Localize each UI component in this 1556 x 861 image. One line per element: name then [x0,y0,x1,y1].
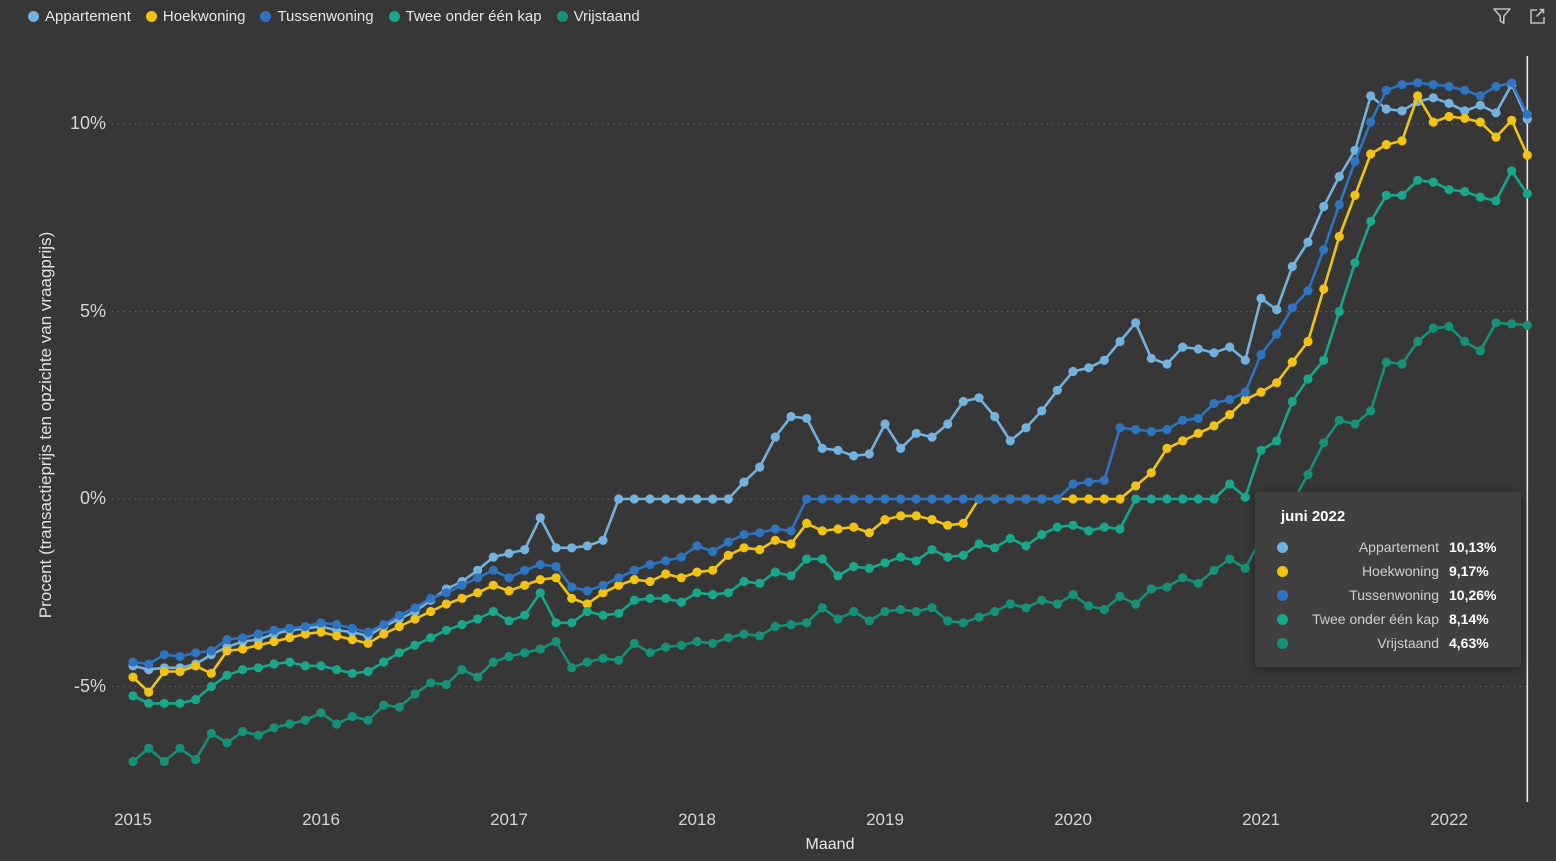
tooltip-series-label: Tussenwoning [1349,587,1439,603]
tooltip-series-value: 4,63% [1449,635,1489,651]
tooltip-rows: Appartement 10,13% Hoekwoning 9,17% Tussenwo… [1269,535,1507,655]
tooltip-series-label: Hoekwoning [1361,563,1439,579]
visual-toolbar [1491,5,1548,27]
tooltip-series-value: 9,17% [1449,563,1489,579]
legend-label: Appartement [45,8,131,25]
tooltip-series-label: Vrijstaand [1377,635,1439,651]
x-tick-label: 2017 [490,810,528,829]
tooltip-series-value: 10,13% [1449,539,1497,555]
y-tick-label: 5% [79,300,106,321]
y-tick-label: -5% [73,675,106,696]
legend-item-tussenwoning[interactable]: Tussenwoning [260,8,374,25]
tooltip-row-tussenwoning: Tussenwoning 10,26% [1269,583,1507,607]
legend-item-hoekwoning[interactable]: Hoekwoning [145,8,246,25]
y-axis-title: Procent (transactieprijs ten opzichte va… [36,231,55,619]
tooltip-series-value: 10,26% [1449,587,1497,603]
legend-label: Tussenwoning [277,8,374,25]
x-tick-label: 2018 [678,810,716,829]
series-tussenwoning[interactable] [128,78,1532,669]
tooltip-row-vrijstaand: Vrijstaand 4,63% [1269,631,1507,655]
tooltip-row-twee-onder-n-kap: Twee onder één kap 8,14% [1269,607,1507,631]
x-tick-label: 2015 [114,810,152,829]
legend-dot-vrijstaand [556,11,568,22]
tooltip-series-dot [1277,589,1288,601]
legend-dot-tussenwoning [260,11,272,22]
tooltip-row-hoekwoning: Hoekwoning 9,17% [1269,559,1507,583]
legend-item-twee-onder-n-kap[interactable]: Twee onder één kap [388,8,542,25]
x-tick-label: 2020 [1054,810,1092,829]
tooltip-series-value: 8,14% [1449,611,1489,627]
y-tick-label: 0% [79,488,106,508]
tooltip-title: juni 2022 [1281,508,1346,525]
filter-icon[interactable] [1491,5,1513,27]
tooltip-series-label: Appartement [1358,539,1439,555]
tooltip-series-label: Twee onder één kap [1312,611,1439,627]
legend-dot-twee-onder-n-kap [388,11,400,22]
legend-item-vrijstaand[interactable]: Vrijstaand [556,8,640,25]
y-tick-label: 10% [69,113,106,133]
legend-label: Twee onder één kap [405,8,542,25]
x-axis-title: Maand [805,836,855,853]
legend-dot-appartement [28,11,39,22]
chart-tooltip: juni 2022 Appartement 10,13% Hoekwoning 9,1… [1255,492,1521,667]
legend-dot-hoekwoning [145,11,157,22]
x-tick-label: 2022 [1430,810,1468,829]
tooltip-row-appartement: Appartement 10,13% [1269,535,1507,559]
legend-label: Hoekwoning [162,8,246,25]
tooltip-series-dot [1277,565,1288,577]
legend: Appartement Hoekwoning Tussenwoning Twee on… [28,8,640,25]
tooltip-series-dot [1277,637,1288,649]
legend-item-appartement[interactable]: Appartement [28,8,131,25]
x-tick-label: 2021 [1242,810,1280,829]
x-tick-label: 2016 [302,810,340,829]
x-tick-label: 2019 [866,810,904,829]
legend-label: Vrijstaand [573,8,640,25]
tooltip-series-dot [1277,541,1288,553]
tooltip-series-dot [1277,613,1288,625]
series-twee-onder-n-kap[interactable] [128,166,1532,709]
focus-mode-icon[interactable] [1526,5,1548,27]
